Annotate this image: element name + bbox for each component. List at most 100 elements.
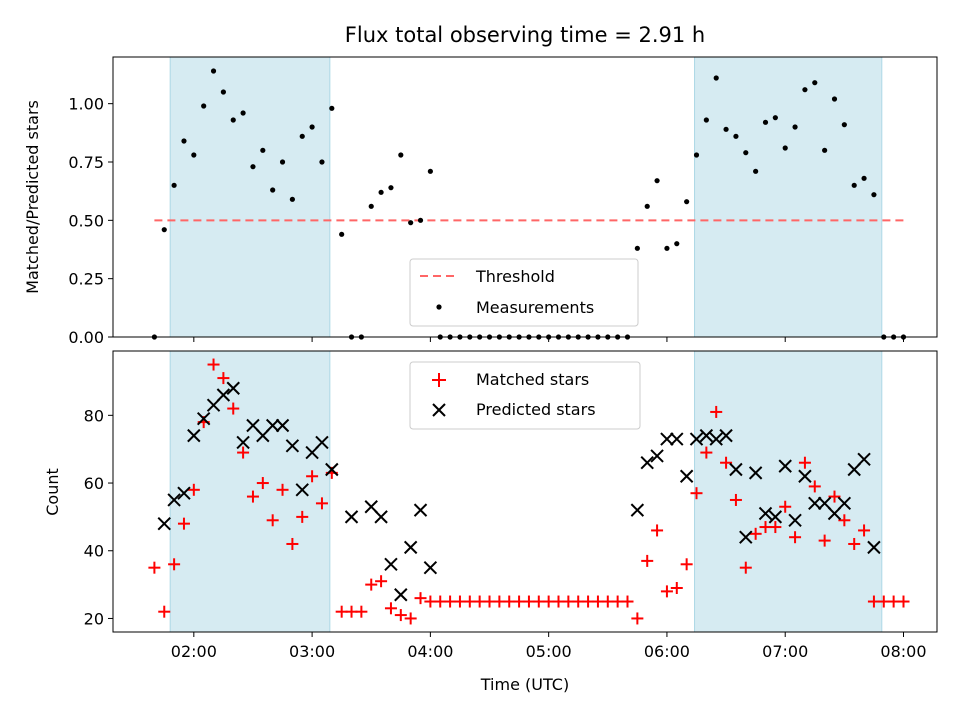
measurement-point (772, 115, 778, 121)
bottom-y-tick-label: 20 (84, 609, 104, 628)
measurement-point (220, 89, 226, 95)
measurement-point (250, 164, 256, 170)
matched-star-point (828, 490, 841, 503)
predicted-star-stroke-b (660, 432, 674, 446)
measurement-point (210, 68, 217, 74)
bottom-x-ticks: 02:00 03:00 04:00 05:00 06:00 07:00 08:00 (171, 632, 927, 661)
predicted-star-point (808, 496, 822, 511)
measurement-point (861, 175, 867, 181)
predicted-star-stroke-b (236, 435, 250, 450)
x-axis-label: Time (UTC) (480, 675, 569, 694)
predicted-star-point (423, 560, 438, 575)
matched-star-point (848, 537, 861, 550)
predicted-star-point (630, 503, 645, 517)
measurement-point (654, 178, 660, 184)
measurement-point (733, 133, 739, 139)
predicted-star-stroke-b (246, 418, 260, 433)
measurement-point (201, 103, 207, 109)
matched-star-point (739, 561, 752, 574)
measurement-point (368, 203, 374, 209)
predicted-star-stroke-b (344, 510, 359, 524)
predicted-star-stroke-b (157, 516, 171, 531)
matched-star-point (168, 558, 181, 571)
matched-star-point (660, 585, 673, 598)
predicted-star-point (285, 439, 300, 453)
matched-star-point (729, 493, 742, 506)
measurement-point (240, 110, 246, 116)
predicted-star-stroke-b (374, 510, 388, 524)
predicted-star-point (768, 510, 783, 524)
predicted-star-stroke-b (748, 466, 763, 480)
matched-star-point (246, 490, 259, 503)
predicted-star-stroke-b (216, 388, 231, 402)
measurement-point (762, 119, 769, 125)
measurement-point (181, 138, 187, 144)
measurement-point (792, 124, 798, 130)
matched-star-point (237, 446, 250, 459)
top-shaded-regions (169, 56, 883, 338)
predicted-star-stroke-b (689, 432, 704, 446)
bottom-y-ticks: 20 40 60 80 (84, 406, 113, 628)
predicted-star-point (305, 445, 319, 460)
predicted-star-stroke-b (167, 493, 181, 507)
measurement-point (398, 152, 404, 158)
matched-star-point (897, 595, 910, 608)
matched-star-point (798, 456, 811, 469)
x-tick-label: 05:00 (526, 642, 572, 661)
predicted-star-point (256, 428, 270, 443)
predicted-star-point (788, 513, 802, 527)
legend-measurements-label: Measurements (476, 298, 594, 317)
x-tick-label: 02:00 (171, 642, 217, 661)
predicted-star-point (699, 428, 714, 443)
predicted-star-point (206, 398, 221, 412)
predicted-star-stroke-b (808, 496, 822, 511)
measurement-points (151, 68, 907, 340)
predicted-star-point (719, 428, 733, 443)
measurement-point (743, 150, 749, 156)
matched-star-point (394, 609, 407, 622)
legend-matched-label: Matched stars (476, 370, 589, 389)
matched-star-point (256, 477, 269, 490)
bottom-plot-frame (112, 350, 938, 633)
measurement-point (693, 152, 700, 158)
predicted-star-point (413, 503, 428, 517)
top-y-ticks: 0.00 0.25 0.50 0.75 1.00 (68, 95, 113, 347)
measurement-point (841, 122, 847, 128)
predicted-star-point (748, 466, 763, 480)
top-y-axis-label: Matched/Predicted stars (23, 100, 42, 294)
predicted-star-point (196, 412, 211, 426)
predicted-star-point (817, 496, 832, 511)
matched-star-point (818, 534, 831, 547)
measurement-point (260, 147, 266, 153)
predicted-star-stroke-b (837, 496, 852, 511)
x-tick-label: 04:00 (407, 642, 453, 661)
predicted-star-point (827, 506, 842, 521)
x-tick-label: 03:00 (289, 642, 335, 661)
measurement-point (329, 105, 335, 111)
predicted-star-point (394, 588, 408, 602)
measurement-point (279, 159, 286, 165)
legend-threshold-label: Threshold (475, 267, 555, 286)
predicted-stars-points (157, 381, 881, 602)
predicted-star-point (315, 435, 329, 450)
top-plot-frame (112, 56, 938, 338)
matched-star-point (286, 537, 299, 550)
predicted-star-stroke-b (315, 435, 329, 450)
predicted-star-stroke-b (265, 418, 280, 433)
measurement-point (812, 80, 818, 86)
top-y-tick-label: 1.00 (68, 95, 104, 114)
predicted-star-stroke-b (847, 462, 861, 477)
matched-star-point (306, 470, 319, 483)
bottom-legend: Matched stars Predicted stars (409, 361, 641, 430)
shaded-interval (169, 56, 331, 338)
predicted-star-stroke-b (729, 462, 743, 477)
predicted-star-stroke-b (758, 506, 773, 521)
predicted-star-point (364, 500, 378, 514)
measurement-point (674, 241, 680, 247)
predicted-star-stroke-b (867, 540, 881, 555)
bottom-y-tick-label: 40 (84, 542, 104, 561)
legend-predicted-label: Predicted stars (476, 400, 596, 419)
predicted-star-point (265, 418, 280, 433)
measurement-point (319, 159, 325, 165)
